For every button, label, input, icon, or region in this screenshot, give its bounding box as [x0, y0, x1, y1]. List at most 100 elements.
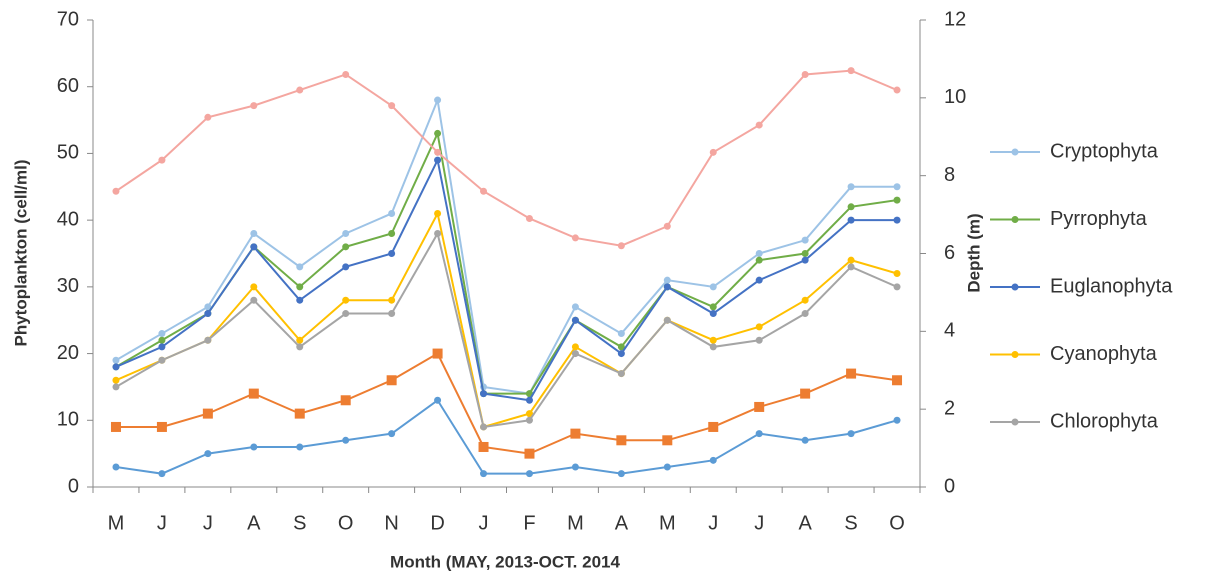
x-tick-label: J	[708, 512, 718, 534]
point	[202, 408, 213, 419]
y-axis-title: Phytoplankton (cell/ml)	[11, 159, 30, 346]
series-line	[115, 96, 898, 395]
point	[250, 283, 258, 291]
point	[156, 421, 167, 432]
point	[296, 283, 304, 291]
point	[893, 416, 901, 424]
point	[617, 470, 625, 478]
legend-label: Euglanophyta	[1050, 275, 1173, 297]
point	[204, 450, 212, 458]
point	[709, 456, 717, 464]
point	[388, 430, 396, 438]
point	[204, 310, 212, 318]
point	[801, 236, 809, 244]
point	[755, 323, 763, 331]
point	[893, 86, 901, 94]
point	[342, 229, 350, 237]
point	[709, 283, 717, 291]
point	[755, 430, 763, 438]
point	[893, 283, 901, 291]
point	[296, 86, 304, 94]
point	[296, 296, 304, 304]
point	[571, 350, 579, 358]
point	[112, 363, 120, 371]
y-tick-label: 40	[57, 208, 79, 230]
point	[112, 376, 120, 384]
y2-tick-label: 12	[944, 8, 966, 30]
point	[432, 348, 443, 359]
y2-tick-label: 6	[944, 242, 955, 264]
legend-marker	[1011, 216, 1019, 223]
x-tick-label: S	[844, 512, 857, 534]
point	[571, 316, 579, 324]
point	[478, 441, 489, 452]
x-tick-label: J	[157, 512, 167, 534]
point	[342, 243, 350, 251]
point	[570, 428, 581, 439]
point	[480, 423, 488, 431]
point	[158, 336, 166, 344]
point	[801, 256, 809, 264]
point	[342, 436, 350, 444]
point	[847, 263, 855, 271]
point	[663, 283, 671, 291]
x-tick-label: O	[338, 512, 354, 534]
point	[250, 443, 258, 451]
point	[204, 303, 212, 311]
legend-label: Cyanophyta	[1050, 343, 1158, 365]
legend-label: Chlorophyta	[1050, 410, 1159, 432]
x-tick-label: N	[384, 512, 398, 534]
point	[388, 250, 396, 257]
point	[709, 336, 717, 344]
y2-tick-label: 0	[944, 475, 955, 497]
point	[893, 183, 901, 191]
point	[754, 401, 765, 412]
x-tick-label: D	[430, 512, 444, 534]
point	[755, 276, 763, 284]
point	[616, 435, 627, 446]
point	[388, 310, 396, 318]
x-tick-label: S	[293, 512, 306, 534]
point	[893, 270, 901, 278]
legend-label: Cryptophyta	[1050, 140, 1159, 162]
y2-axis-title: Depth (m)	[964, 213, 983, 292]
point	[296, 443, 304, 451]
point	[571, 234, 579, 242]
point	[801, 296, 809, 304]
point	[110, 421, 121, 432]
x-axis-title: Month (MAY, 2013-OCT. 2014	[390, 552, 620, 571]
point	[801, 70, 809, 78]
point	[755, 256, 763, 264]
point	[342, 263, 350, 271]
point	[112, 187, 120, 195]
y2-tick-label: 2	[944, 397, 955, 419]
point	[342, 296, 350, 304]
point	[158, 343, 166, 351]
series-line	[115, 69, 898, 247]
x-tick-label: O	[889, 512, 905, 534]
point	[112, 383, 120, 391]
point	[617, 242, 625, 250]
point	[204, 336, 212, 344]
point	[525, 470, 533, 478]
x-tick-label: J	[754, 512, 764, 534]
point	[847, 203, 855, 211]
point	[755, 121, 763, 129]
point	[480, 187, 488, 195]
point	[525, 214, 533, 222]
point	[847, 67, 855, 75]
point	[755, 250, 763, 257]
point	[663, 463, 671, 471]
legend-label: Pyrrophyta	[1050, 208, 1148, 230]
point	[663, 276, 671, 284]
point	[846, 368, 857, 379]
point	[340, 395, 351, 406]
point	[434, 129, 442, 137]
point	[204, 113, 212, 121]
legend-marker	[1011, 283, 1019, 291]
point	[342, 70, 350, 78]
y-tick-label: 60	[57, 75, 79, 97]
point	[662, 435, 673, 446]
